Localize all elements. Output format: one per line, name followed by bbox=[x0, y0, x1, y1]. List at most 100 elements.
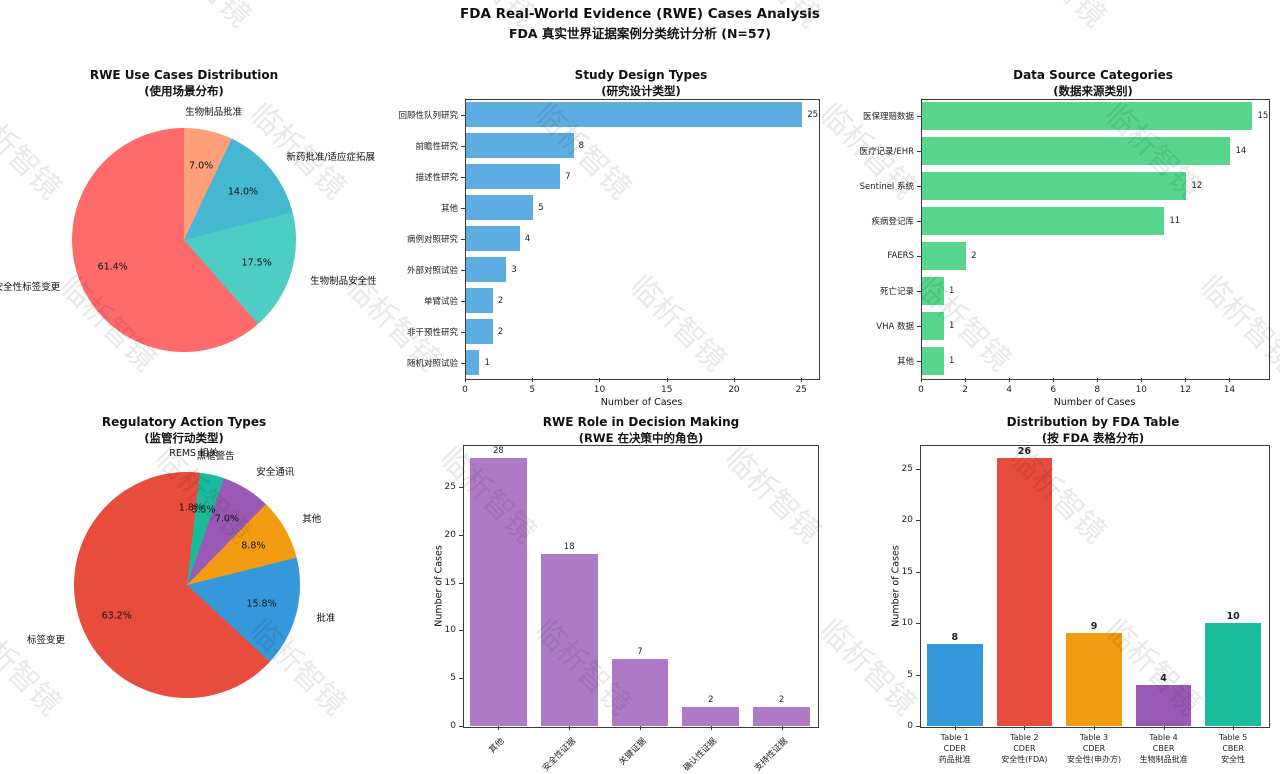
y-tick-label: 25 bbox=[901, 463, 913, 474]
pie-slice-label: 安全性标签变更 bbox=[0, 282, 61, 294]
category-label: 支持性证据 bbox=[752, 736, 791, 774]
category-label: 关键证据 bbox=[617, 736, 649, 768]
x-tick-label: 20 bbox=[728, 385, 740, 395]
y-tick-label: 10 bbox=[444, 625, 456, 636]
value-label: 5 bbox=[538, 202, 544, 213]
bar bbox=[540, 553, 598, 726]
category-label: Table 1 CDER 药品批准 bbox=[938, 733, 971, 764]
chart-title-use-cases: RWE Use Cases Distribution bbox=[89, 68, 279, 82]
bar bbox=[922, 172, 1187, 201]
x-tick-label: 12 bbox=[1179, 385, 1192, 395]
y-axis-label: Number of Cases bbox=[890, 544, 902, 627]
chart-title-data-source: Data Source Categories bbox=[1013, 68, 1173, 82]
bar bbox=[922, 346, 945, 375]
y-tick bbox=[916, 674, 920, 676]
x-axis-label: Number of Cases bbox=[600, 397, 683, 408]
pie-percent-label: 8.8% bbox=[241, 540, 266, 552]
bar bbox=[466, 288, 493, 313]
value-label: 2 bbox=[971, 250, 977, 261]
y-tick-label: 0 bbox=[450, 721, 456, 731]
bar bbox=[922, 137, 1231, 166]
pie-percent-label: 1.8% bbox=[178, 502, 203, 514]
category-label: 疾病登记库 bbox=[871, 217, 914, 228]
chart-subtitle-use-cases: (使用场景分布) bbox=[144, 84, 224, 98]
bar bbox=[1135, 684, 1192, 726]
category-label: Table 3 CDER 安全性(申办方) bbox=[1066, 733, 1122, 764]
bar bbox=[470, 458, 527, 726]
value-label: 7 bbox=[565, 171, 571, 182]
value-label: 1 bbox=[949, 320, 955, 331]
pie-percent-label: 7.0% bbox=[214, 513, 240, 525]
chart-subtitle-rwe-role: (RWE 在决策中的角色) bbox=[578, 431, 704, 445]
watermark-text: 临析智镜 bbox=[0, 612, 68, 723]
value-label: 10 bbox=[1226, 611, 1240, 623]
y-tick bbox=[916, 468, 920, 470]
category-label: 确认性证据 bbox=[682, 736, 720, 774]
y-tick-label: 15 bbox=[444, 577, 456, 588]
x-tick bbox=[1163, 726, 1165, 730]
x-tick-label: 25 bbox=[795, 385, 807, 395]
y-tick bbox=[461, 362, 465, 364]
category-label: 医疗记录/EHR bbox=[859, 147, 914, 158]
pie-slice-label: REMS 相关 bbox=[169, 447, 219, 459]
y-tick bbox=[916, 726, 920, 727]
x-tick bbox=[1233, 726, 1235, 730]
x-tick-label: 14 bbox=[1223, 385, 1236, 395]
x-tick bbox=[965, 378, 967, 382]
value-label: 28 bbox=[492, 446, 504, 457]
category-label: FAERS bbox=[887, 250, 914, 261]
y-tick bbox=[461, 300, 465, 302]
chart-subtitle-fda-table: (按 FDA 表格分布) bbox=[1041, 431, 1145, 445]
x-tick bbox=[1009, 378, 1011, 382]
category-label: Sentinel 系统 bbox=[859, 182, 914, 193]
pie-slice-label: 黑框警告 bbox=[196, 450, 235, 462]
axes-frame bbox=[920, 445, 1270, 728]
y-tick bbox=[459, 534, 463, 536]
y-tick bbox=[917, 360, 921, 362]
value-label: 26 bbox=[1017, 446, 1032, 458]
y-tick-label: 20 bbox=[444, 529, 456, 540]
y-tick bbox=[459, 678, 463, 680]
axes-frame bbox=[463, 445, 819, 728]
category-label: 医保理赔数据 bbox=[862, 112, 914, 123]
bar bbox=[682, 706, 740, 726]
value-label: 11 bbox=[1169, 216, 1181, 227]
y-tick bbox=[917, 255, 921, 257]
bar bbox=[922, 241, 967, 270]
bar bbox=[466, 226, 520, 251]
category-label: 死亡记录 bbox=[879, 286, 914, 297]
bar bbox=[466, 350, 480, 375]
x-tick-label: 2 bbox=[962, 385, 968, 395]
y-tick-label: 5 bbox=[907, 669, 913, 680]
y-tick bbox=[917, 325, 921, 327]
chart-subtitle-data-source: (数据来源类别) bbox=[1053, 84, 1133, 98]
y-tick bbox=[916, 571, 920, 573]
y-tick bbox=[459, 582, 463, 584]
bar bbox=[466, 319, 493, 344]
value-label: 8 bbox=[578, 140, 584, 151]
value-label: 12 bbox=[1191, 181, 1203, 192]
y-tick bbox=[461, 238, 465, 240]
pie-slice-label: 生物制品批准 bbox=[185, 107, 243, 119]
value-label: 18 bbox=[563, 541, 575, 552]
bar bbox=[1205, 623, 1262, 726]
x-tick bbox=[954, 726, 956, 730]
category-label: VHA 数据 bbox=[876, 321, 914, 332]
value-label: 2 bbox=[497, 295, 504, 306]
y-tick bbox=[461, 176, 465, 178]
bar bbox=[922, 102, 1253, 131]
axes-frame bbox=[921, 99, 1270, 380]
bar bbox=[996, 458, 1053, 726]
bar bbox=[922, 276, 945, 305]
figure-subtitle: FDA 真实世界证据案例分类统计分析 (N=57) bbox=[508, 26, 772, 41]
pie-slice-label: 生物制品安全性 bbox=[310, 275, 377, 287]
chart-title-study-design: Study Design Types bbox=[574, 68, 708, 82]
chart-title-fda-table: Distribution by FDA Table bbox=[1006, 415, 1180, 429]
chart-subtitle-regulatory: (监管行动类型) bbox=[144, 431, 224, 445]
y-axis-label: Number of Cases bbox=[433, 544, 445, 627]
value-label: 1 bbox=[949, 355, 955, 366]
bar bbox=[466, 195, 534, 220]
value-label: 9 bbox=[1090, 621, 1098, 633]
x-tick bbox=[733, 378, 735, 382]
